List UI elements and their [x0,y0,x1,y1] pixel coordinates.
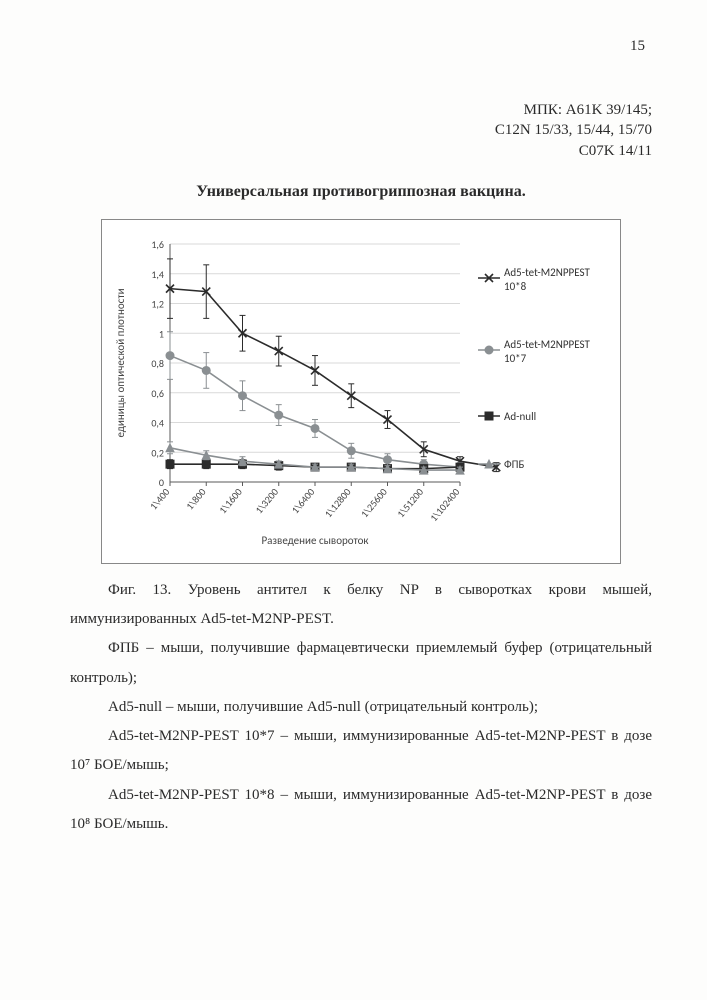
svg-text:0,2: 0,2 [151,446,164,459]
svg-text:10*8: 10*8 [504,280,527,293]
svg-text:1,2: 1,2 [151,297,164,310]
svg-text:1\3200: 1\3200 [252,485,281,516]
svg-text:1\6400: 1\6400 [289,485,318,516]
svg-text:ФПБ: ФПБ [504,458,525,471]
svg-text:1: 1 [159,327,164,340]
chart-container: 00,20,40,60,811,21,41,61\4001\8001\16001… [101,219,621,564]
caption-paragraph: Ad5-tet-M2NP-PEST 10*8 – мыши, иммунизир… [70,781,652,840]
svg-text:0,8: 0,8 [151,357,164,370]
svg-text:единицы оптической плотности: единицы оптической плотности [114,288,127,437]
mpk-line: C07K 14/11 [70,141,652,161]
page-number: 15 [630,38,645,55]
document-page: 15 МПК: A61K 39/145; C12N 15/33, 15/44, … [0,0,707,1000]
svg-text:Ad5-tet-M2NPPEST: Ad5-tet-M2NPPEST [504,266,590,279]
figure-caption-block: Фиг. 13. Уровень антител к белку NP в сы… [70,576,652,839]
svg-text:Ad5-tet-M2NPPEST: Ad5-tet-M2NPPEST [504,338,590,351]
caption-paragraph: Ad5-null – мыши, получившие Ad5-null (от… [70,693,652,722]
mpk-block: МПК: A61K 39/145; C12N 15/33, 15/44, 15/… [70,100,652,161]
caption-paragraph: Фиг. 13. Уровень антител к белку NP в сы… [70,576,652,635]
svg-text:Разведение сывороток: Разведение сывороток [261,534,368,547]
svg-text:0,4: 0,4 [151,416,164,429]
mpk-line: C12N 15/33, 15/44, 15/70 [70,120,652,140]
svg-text:1\1600: 1\1600 [216,485,245,516]
caption-paragraph: Ad5-tet-M2NP-PEST 10*7 – мыши, иммунизир… [70,722,652,781]
svg-text:1\102400: 1\102400 [427,485,462,523]
svg-text:1\400: 1\400 [147,485,172,512]
svg-text:0,6: 0,6 [151,387,164,400]
svg-text:Ad-null: Ad-null [504,410,536,423]
svg-text:1\51200: 1\51200 [394,485,426,520]
svg-text:1\800: 1\800 [183,485,208,512]
mpk-line: МПК: A61K 39/145; [70,100,652,120]
line-chart: 00,20,40,60,811,21,41,61\4001\8001\16001… [108,230,608,550]
svg-text:10*7: 10*7 [504,352,527,365]
caption-paragraph: ФПБ – мыши, получившие фармацевтически п… [70,634,652,693]
svg-text:1\12800: 1\12800 [322,485,354,520]
svg-text:1\25600: 1\25600 [358,485,390,520]
svg-text:1,4: 1,4 [151,268,164,281]
svg-text:1,6: 1,6 [151,238,164,251]
document-title: Универсальная противогриппозная вакцина. [70,183,652,201]
